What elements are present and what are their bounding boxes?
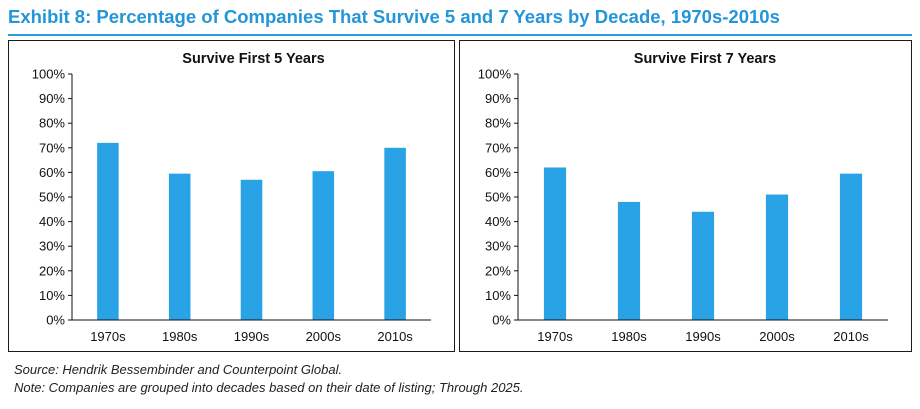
x-tick-label-2000s: 2000s	[759, 329, 795, 344]
y-tick-label: 30%	[39, 239, 65, 254]
x-tick-label-1990s: 1990s	[234, 329, 270, 344]
listing-note: Note: Companies are grouped into decades…	[14, 380, 524, 395]
chart-panel-survive-5-years: Survive First 5 Years 1970s 1980s 1990s 2000…	[8, 40, 455, 352]
y-tick-label: 30%	[485, 239, 511, 254]
chart-title: Survive First 5 Years	[182, 51, 324, 67]
y-tick-label: 90%	[39, 91, 65, 106]
y-tick-label: 70%	[485, 140, 511, 155]
x-tick-label-2000s: 2000s	[306, 329, 342, 344]
bar-1980s	[168, 173, 191, 320]
footnotes: Source: Hendrik Bessembinder and Counter…	[14, 361, 524, 397]
y-tick-label: 80%	[39, 116, 65, 131]
x-tick-label-1990s: 1990s	[685, 329, 721, 344]
chart-title: Survive First 7 Years	[634, 51, 776, 67]
bar-chart-survive-5-years: Survive First 5 Years 1970s 1980s 1990s 2000…	[32, 51, 431, 344]
bar-2000s	[765, 194, 789, 320]
exhibit-title: Exhibit 8: Percentage of Companies That …	[8, 6, 780, 27]
x-tick-label-1980s: 1980s	[611, 329, 647, 344]
source-note: Source: Hendrik Bessembinder and Counter…	[14, 362, 343, 377]
y-tick-label: 0%	[492, 313, 511, 328]
bar-1970s	[543, 167, 567, 320]
y-tick-label: 40%	[485, 214, 511, 229]
chart-panel-survive-7-years: Survive First 7 Years 1970s 1980s 1990s 2000…	[459, 40, 912, 352]
y-tick-label: 40%	[39, 214, 65, 229]
y-tick-label: 10%	[485, 288, 511, 303]
y-tick-label: 60%	[485, 165, 511, 180]
y-tick-label: 0%	[46, 313, 65, 328]
x-tick-label-1970s: 1970s	[537, 329, 573, 344]
y-tick-label: 100%	[478, 67, 512, 82]
bar-1990s	[691, 211, 715, 320]
x-tick-label-2010s: 2010s	[377, 329, 413, 344]
y-tick-label: 90%	[485, 91, 511, 106]
y-tick-label: 80%	[485, 116, 511, 131]
y-tick-label: 100%	[32, 67, 66, 82]
y-tick-label: 10%	[39, 288, 65, 303]
y-tick-label: 70%	[39, 140, 65, 155]
bar-1980s	[617, 201, 641, 320]
y-tick-label: 20%	[485, 263, 511, 278]
y-tick-label: 50%	[39, 190, 65, 205]
x-tick-label-1970s: 1970s	[90, 329, 126, 344]
title-divider	[8, 34, 912, 36]
y-tick-label: 20%	[39, 263, 65, 278]
bar-chart-survive-7-years: Survive First 7 Years 1970s 1980s 1990s 2000…	[478, 51, 888, 344]
bar-1970s	[97, 142, 119, 320]
bar-2010s	[839, 173, 863, 320]
y-tick-label: 60%	[39, 165, 65, 180]
bar-2000s	[312, 171, 335, 320]
bar-2010s	[384, 147, 406, 320]
x-tick-label-2010s: 2010s	[833, 329, 869, 344]
bar-1990s	[240, 179, 263, 320]
x-tick-label-1980s: 1980s	[162, 329, 198, 344]
y-tick-label: 50%	[485, 190, 511, 205]
